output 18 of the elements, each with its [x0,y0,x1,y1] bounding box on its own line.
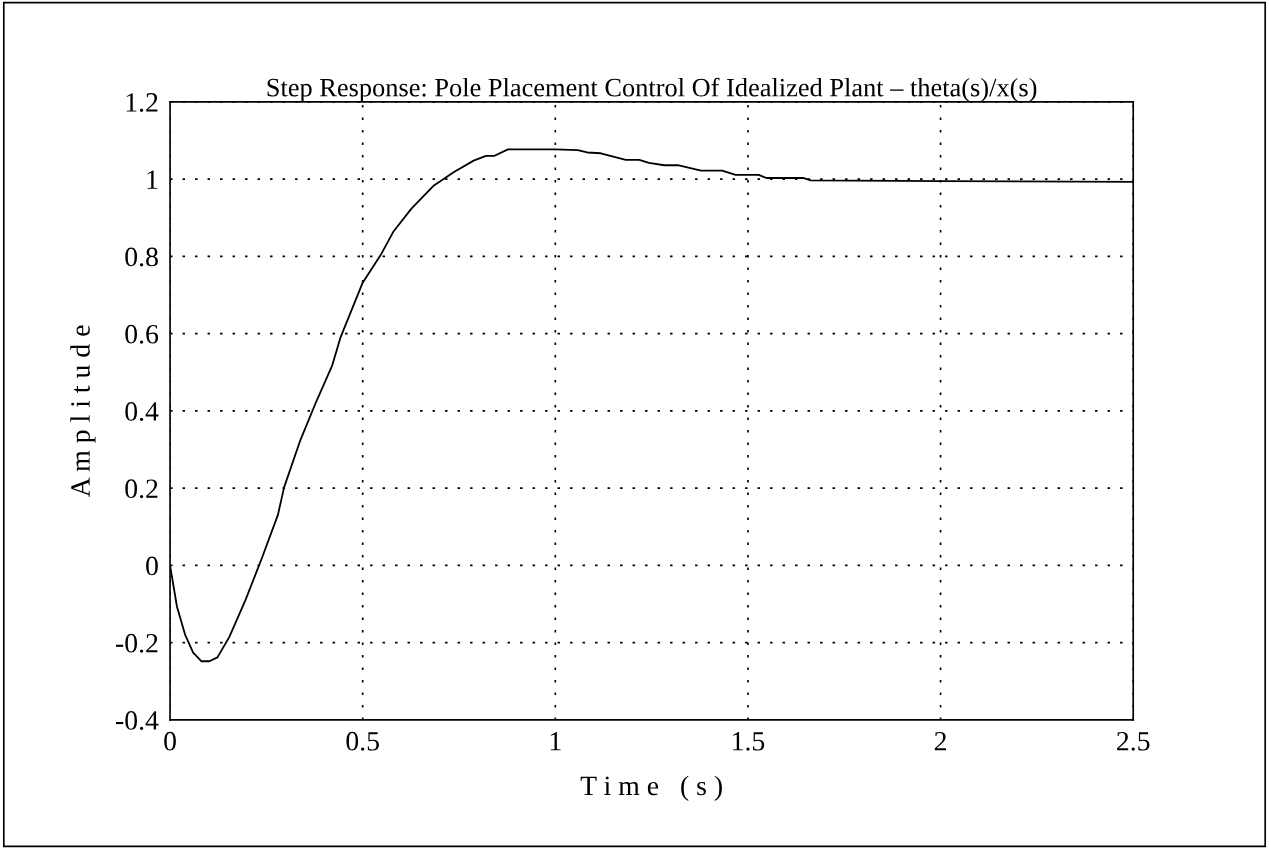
x-tick-label: 2 [934,731,946,751]
x-tick-label: 2.5 [1117,731,1150,751]
y-tick-label: 0.4 [125,402,159,421]
y-tick-label: -0.2 [116,633,158,653]
y-axis-title: A m p l i t u d e [70,325,96,498]
y-tick-label: 1 [147,170,158,189]
x-tick-label: 0.5 [346,731,379,751]
x-tick-label: 1.5 [733,732,765,751]
x-tick-label: 1 [550,732,561,751]
y-tick-label: 0.6 [125,324,159,344]
y-tick-label: 0 [146,556,158,576]
x-axis-title: T i m e ( s ) [580,775,722,801]
y-tick-label: 0.8 [125,247,158,267]
y-tick-label: 0.2 [125,479,158,499]
chart-title: Step Response: Pole Placement Control Of Idealized Plant – theta(s)/x(s) [267,77,1037,102]
y-tick-label: -0.4 [116,711,159,730]
y-tick-label: 1.2 [126,93,158,112]
x-tick-label: 0 [164,731,176,751]
